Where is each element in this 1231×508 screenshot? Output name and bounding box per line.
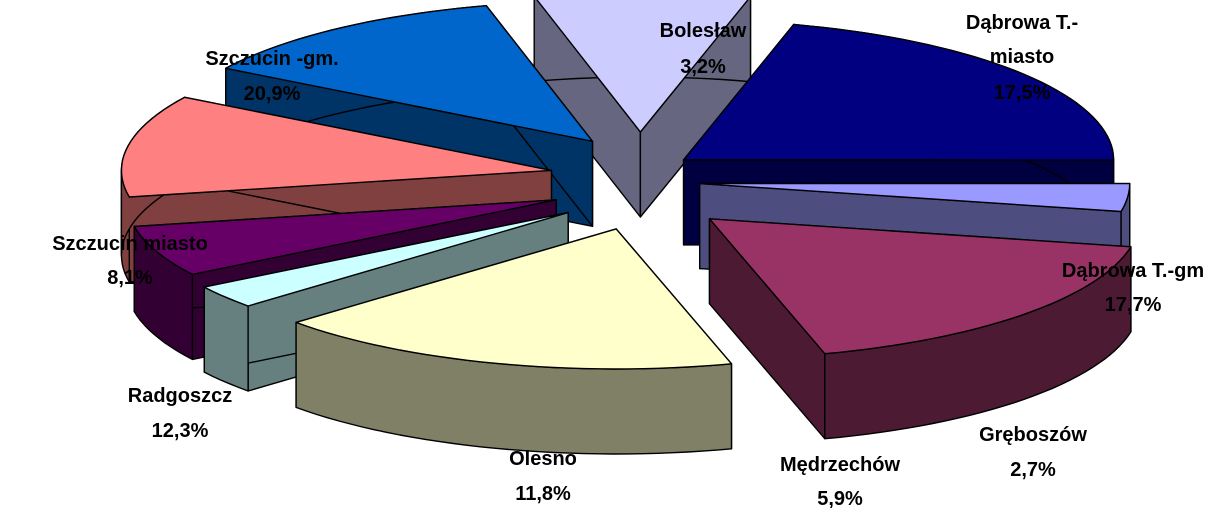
slice-szczucin-gm — [682, 23, 1115, 161]
label-radgoszcz-name: Radgoszcz — [128, 385, 232, 407]
label-szczucin-miasto-name: Szczucin miasto — [52, 233, 208, 255]
slice-olesno — [120, 96, 553, 198]
slice-boleslaw — [698, 182, 1131, 213]
label-dabrowa-gm-name: Dąbrowa T.-gm — [1062, 260, 1204, 282]
label-bolesław-value: 3,2% — [680, 56, 726, 78]
label-olesno-value: 11,8% — [515, 483, 571, 505]
label-dabrowa-miasto-name-line1: Dąbrowa T.- — [966, 12, 1078, 34]
label-dabrowa-miasto-value: 17,5% — [994, 82, 1051, 104]
label-szczucin-miasto-value: 8,1% — [107, 267, 153, 289]
slice-dabrowa-t-gm — [295, 228, 733, 370]
slice-medrzechow — [133, 199, 558, 276]
slice-dabrowa-t-miasto — [708, 218, 1132, 355]
label-medrzechow-name: Mędrzechów — [780, 454, 900, 476]
label-radgoszcz-value: 12,3% — [152, 420, 209, 442]
label-olesno-name: Olesno — [509, 448, 577, 470]
label-greboszow-value: 2,7% — [1010, 459, 1056, 481]
slice-labels: Bolesław 3,2% Dąbrowa T.- miasto 17,5% D… — [52, 12, 1204, 508]
label-medrzechow-value: 5,9% — [817, 488, 863, 508]
slice-radgoszcz — [225, 5, 594, 143]
label-szczucin-gm-value: 20,9% — [244, 83, 301, 105]
label-dabrowa-miasto-name-line2: miasto — [990, 46, 1054, 68]
slice-greboszow — [203, 211, 569, 307]
label-bolesław-name: Bolesław — [660, 20, 747, 42]
label-greboszow-name: Gręboszów — [979, 424, 1087, 446]
label-dabrowa-gm-value: 17,7% — [1105, 294, 1162, 316]
slice-szczucin-miasto — [536, 0, 749, 133]
label-szczucin-gm-name: Szczucin -gm. — [205, 48, 338, 70]
